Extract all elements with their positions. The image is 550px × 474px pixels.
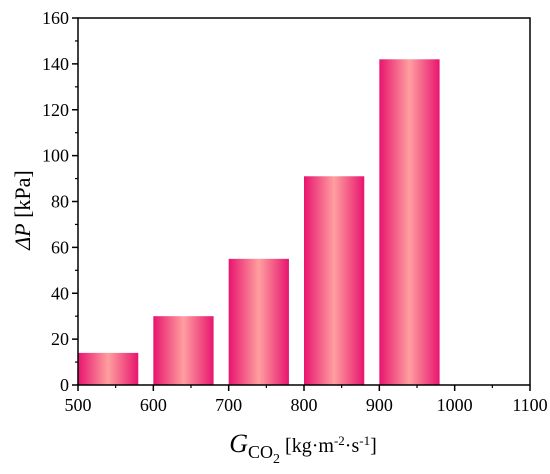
x-axis: 500 600 700 800 900 1000 1100 bbox=[65, 385, 548, 415]
y-tick-label: 0 bbox=[60, 375, 69, 395]
x-tick-label: 900 bbox=[366, 395, 393, 415]
y-axis-title-delta: Δ bbox=[10, 237, 35, 251]
x-axis-title-unit-post: ] bbox=[370, 435, 377, 457]
y-tick-label: 20 bbox=[51, 329, 69, 349]
y-axis-title-var: P bbox=[10, 223, 35, 237]
x-axis-title-sup1: -2 bbox=[334, 433, 345, 448]
y-tick-label: 60 bbox=[51, 237, 69, 257]
y-tick-label: 140 bbox=[42, 54, 69, 74]
y-tick-label: 80 bbox=[51, 192, 69, 212]
x-axis-title-subsub: 2 bbox=[273, 452, 280, 467]
x-axis-title-sup2: -1 bbox=[359, 433, 370, 448]
y-tick-label: 160 bbox=[42, 8, 69, 28]
bar-4 bbox=[379, 59, 440, 385]
x-tick-label: 800 bbox=[291, 395, 318, 415]
y-axis-title: ΔP [kPa] bbox=[10, 170, 35, 251]
x-tick-label: 1100 bbox=[512, 395, 547, 415]
bar-2 bbox=[228, 258, 289, 385]
x-axis-title: GCO2 [kg·m-2·s-1] bbox=[229, 429, 377, 467]
bar-0 bbox=[78, 352, 139, 385]
x-axis-title-unit-pre: [kg·m bbox=[280, 435, 334, 457]
x-tick-label: 700 bbox=[215, 395, 242, 415]
x-axis-title-sub: CO bbox=[248, 442, 273, 462]
y-tick-label: 100 bbox=[42, 146, 69, 166]
y-axis: 0 20 40 60 80 100 120 140 160 bbox=[42, 8, 78, 395]
y-tick-label: 120 bbox=[42, 100, 69, 120]
y-tick-label: 40 bbox=[51, 283, 69, 303]
x-axis-title-mid: ·s bbox=[345, 435, 360, 457]
bars-group bbox=[78, 59, 440, 385]
bar-3 bbox=[304, 176, 365, 385]
y-axis-title-unit: [kPa] bbox=[10, 170, 35, 223]
x-tick-label: 500 bbox=[65, 395, 92, 415]
x-tick-label: 1000 bbox=[437, 395, 473, 415]
x-axis-title-var: G bbox=[229, 429, 248, 458]
bar-1 bbox=[153, 316, 214, 385]
x-tick-label: 600 bbox=[140, 395, 167, 415]
